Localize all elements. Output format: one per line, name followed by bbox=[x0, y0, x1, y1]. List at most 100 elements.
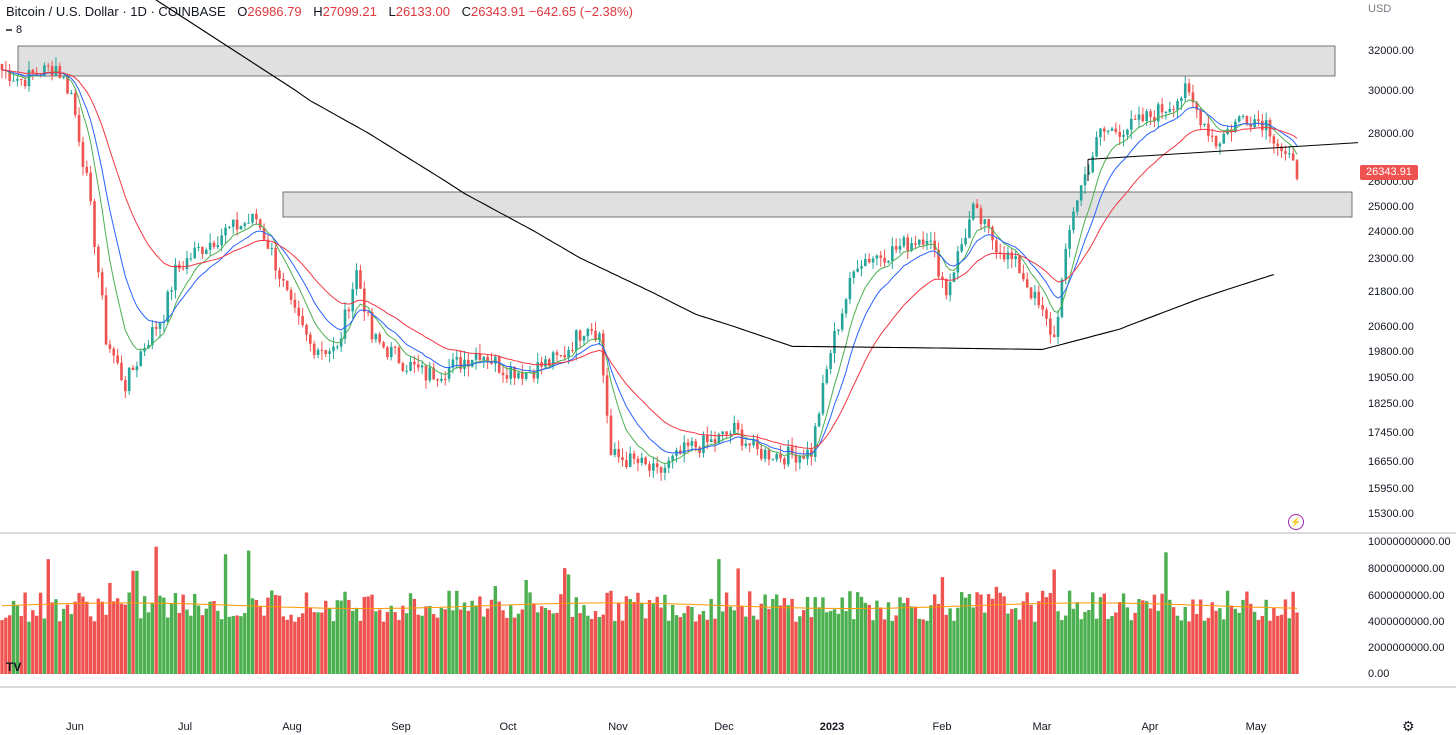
candle-body bbox=[717, 434, 721, 444]
volume-bar bbox=[1040, 590, 1045, 674]
volume-bar bbox=[940, 577, 945, 674]
lightning-icon[interactable]: ⚡ bbox=[1288, 514, 1304, 530]
resistance-zone bbox=[17, 45, 1336, 77]
candle-body bbox=[470, 359, 474, 367]
candle-body bbox=[759, 449, 763, 459]
volume-bar bbox=[115, 598, 120, 674]
candle-body bbox=[625, 460, 628, 467]
candle-body bbox=[617, 449, 620, 458]
candle-body bbox=[289, 290, 293, 300]
volume-bar bbox=[1144, 601, 1149, 674]
candle-body bbox=[563, 355, 567, 358]
volume-bar bbox=[462, 602, 467, 674]
volume-bar bbox=[1137, 599, 1141, 674]
candle-body bbox=[1264, 120, 1268, 131]
time-tick-label: Oct bbox=[499, 721, 516, 733]
volume-bar bbox=[1129, 620, 1133, 674]
candle-body bbox=[151, 327, 154, 346]
candle-body bbox=[170, 290, 173, 292]
candle-body bbox=[332, 346, 335, 352]
volume-bar bbox=[227, 616, 232, 674]
candle-body bbox=[917, 239, 921, 245]
symbol-title[interactable]: Bitcoin / U.S. Dollar · 1D · COINBASE bbox=[6, 4, 226, 19]
price-tick-label: 30000.00 bbox=[1368, 85, 1414, 97]
candle-body bbox=[266, 239, 270, 249]
volume-bar bbox=[801, 610, 806, 674]
volume-bar bbox=[536, 612, 540, 674]
volume-bar bbox=[135, 570, 139, 674]
candle-body bbox=[274, 248, 277, 271]
candle-body bbox=[532, 371, 536, 379]
candle-body bbox=[12, 80, 15, 82]
volume-bar bbox=[166, 617, 170, 674]
time-tick-label: Sep bbox=[391, 721, 411, 733]
candle-body bbox=[1272, 136, 1276, 144]
candle-body bbox=[124, 380, 127, 392]
candle-body bbox=[1199, 109, 1202, 126]
trendline bbox=[1087, 142, 1359, 160]
volume-bar bbox=[1164, 552, 1168, 674]
volume-bar bbox=[986, 594, 991, 674]
volume-bar bbox=[154, 546, 158, 674]
candle-body bbox=[432, 367, 435, 380]
candle-body bbox=[891, 246, 894, 261]
candle-body bbox=[285, 280, 289, 291]
volume-bar bbox=[539, 606, 544, 674]
candle-body bbox=[987, 219, 990, 228]
volume-bar bbox=[782, 597, 787, 674]
candle-body bbox=[73, 93, 77, 115]
volume-bar bbox=[139, 618, 143, 674]
candle-body bbox=[320, 349, 324, 351]
volume-bar bbox=[1087, 609, 1091, 674]
candle-body bbox=[1172, 109, 1175, 111]
candle-body bbox=[224, 227, 227, 236]
volume-bar bbox=[58, 621, 62, 674]
candle-body bbox=[983, 219, 987, 224]
candle-body bbox=[732, 422, 736, 434]
time-tick-label: Aug bbox=[282, 721, 302, 733]
volume-bar bbox=[767, 608, 771, 674]
candle-body bbox=[921, 239, 925, 245]
candle-body bbox=[898, 245, 902, 250]
candle-body bbox=[1137, 114, 1141, 120]
gear-icon[interactable]: ⚙ bbox=[1402, 718, 1415, 734]
volume-tick-label: 10000000000.00 bbox=[1368, 536, 1451, 548]
volume-bar bbox=[967, 594, 972, 674]
candle-body bbox=[679, 450, 682, 454]
volume-bar bbox=[250, 598, 255, 674]
volume-bar bbox=[65, 604, 70, 674]
volume-bar bbox=[142, 596, 147, 674]
candle-body bbox=[621, 457, 624, 461]
candle-body bbox=[1284, 151, 1287, 154]
price-tick-label: 28000.00 bbox=[1368, 128, 1414, 140]
volume-bar bbox=[42, 618, 47, 674]
volume-bar bbox=[331, 621, 336, 674]
candle-body bbox=[964, 237, 967, 245]
indicator-count: 8 bbox=[16, 24, 23, 36]
candle-body bbox=[1191, 92, 1195, 103]
price-tick-label: 18250.00 bbox=[1368, 398, 1414, 410]
currency-label[interactable]: USD bbox=[1368, 3, 1392, 15]
candle-body bbox=[1087, 172, 1091, 175]
volume-bar bbox=[38, 592, 43, 674]
candle-body bbox=[702, 435, 705, 454]
volume-bar bbox=[1249, 603, 1253, 674]
candle-body bbox=[413, 361, 416, 365]
volume-bar bbox=[586, 615, 590, 674]
candle-body bbox=[1218, 143, 1222, 147]
candle-body bbox=[1126, 129, 1129, 135]
price-tick-label: 19800.00 bbox=[1368, 346, 1414, 358]
candle-body bbox=[829, 353, 832, 370]
indicator-legend[interactable]: 8 bbox=[6, 24, 22, 36]
volume-bar bbox=[1291, 591, 1295, 674]
candle-body bbox=[370, 311, 374, 340]
candle-body bbox=[667, 460, 671, 468]
candle-body bbox=[305, 325, 308, 335]
candle-body bbox=[1068, 230, 1071, 249]
open-label: O bbox=[237, 4, 248, 19]
candle-body bbox=[58, 66, 62, 78]
candle-body bbox=[1280, 146, 1283, 152]
volume-bar bbox=[177, 612, 181, 674]
candle-body bbox=[428, 367, 432, 381]
